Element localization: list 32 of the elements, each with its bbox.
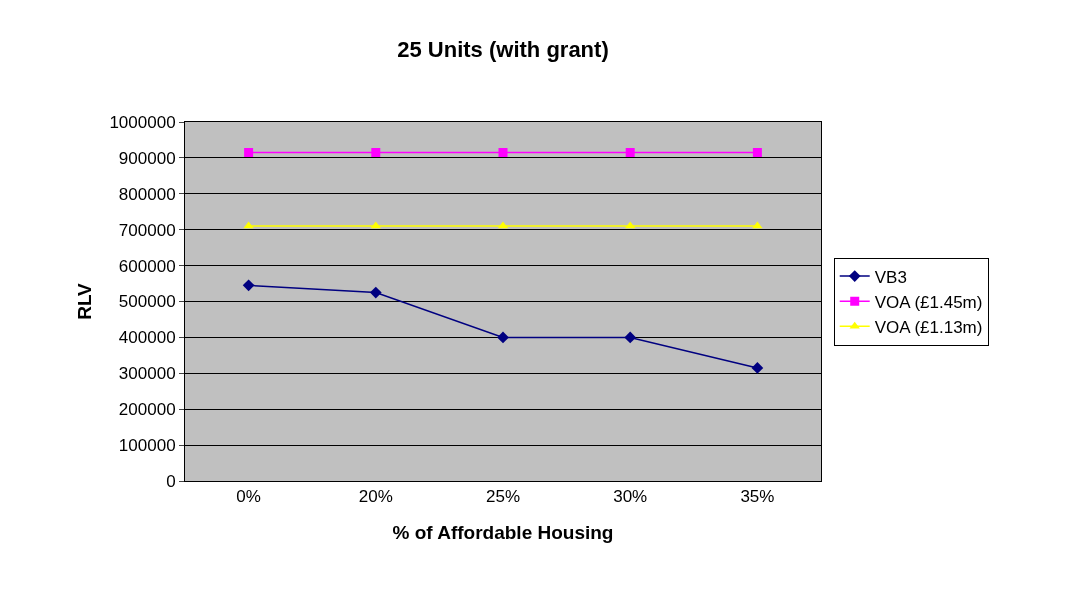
point bbox=[498, 148, 508, 158]
y-tick-label: 300000 bbox=[118, 364, 176, 384]
legend-label: VB3 bbox=[874, 267, 907, 287]
chart-title: 25 Units (with grant) bbox=[397, 37, 609, 63]
y-tick-label: 600000 bbox=[118, 256, 176, 276]
y-tick-label: 900000 bbox=[118, 148, 176, 168]
point bbox=[624, 331, 637, 344]
x-tick-label: 35% bbox=[740, 487, 775, 507]
y-tick-label: 800000 bbox=[118, 184, 176, 204]
point bbox=[752, 148, 762, 158]
x-axis-title: % of Affordable Housing bbox=[392, 522, 614, 544]
x-tick-label: 25% bbox=[485, 487, 521, 507]
y-tick-label: 1000000 bbox=[109, 112, 176, 132]
x-tick-label: 30% bbox=[613, 487, 648, 507]
point bbox=[751, 362, 764, 374]
y-tick-label: 100000 bbox=[118, 436, 176, 456]
y-tick-label: 500000 bbox=[118, 292, 176, 312]
x-tick-label: 20% bbox=[358, 487, 393, 507]
point bbox=[242, 279, 255, 292]
legend-label: VOA (£1.45m) bbox=[874, 292, 983, 312]
point bbox=[497, 331, 509, 344]
point bbox=[625, 148, 635, 158]
point bbox=[244, 148, 254, 158]
y-tick-label: 200000 bbox=[118, 400, 176, 420]
y-tick-label: 0 bbox=[166, 471, 176, 491]
point bbox=[371, 148, 381, 158]
point bbox=[369, 286, 382, 299]
x-tick-label: 0% bbox=[236, 487, 261, 507]
legend-label: VOA (£1.13m) bbox=[874, 317, 983, 337]
y-tick-label: 400000 bbox=[118, 328, 176, 348]
y-tick-label: 700000 bbox=[118, 220, 176, 240]
y-axis-title: RLV bbox=[74, 282, 96, 320]
